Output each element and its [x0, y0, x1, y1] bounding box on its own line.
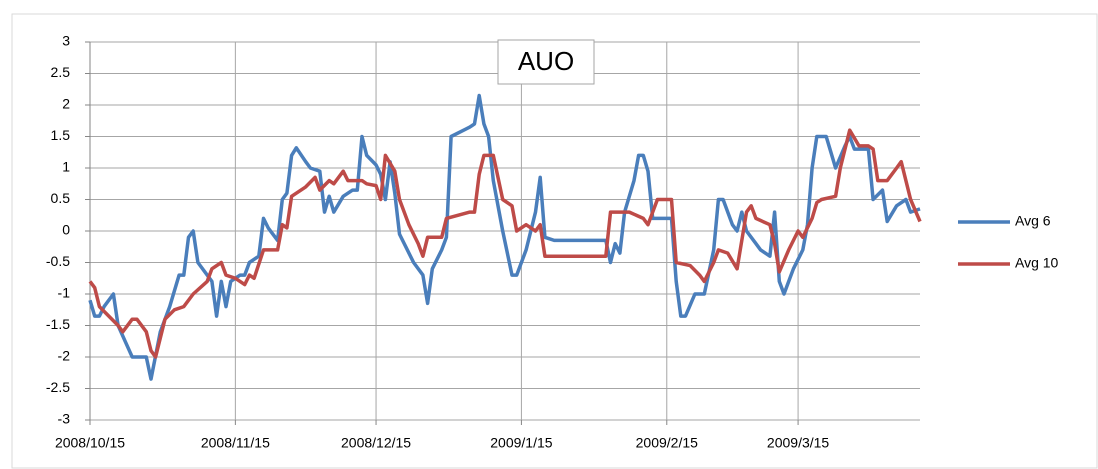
x-tick-label: 2009/1/15 [490, 435, 552, 451]
y-tick-label: -1.5 [46, 316, 70, 332]
chart-title: AUO [518, 46, 574, 76]
y-tick-label: 2.5 [51, 64, 71, 80]
series-line [88, 128, 922, 359]
y-tick-label: -1 [58, 285, 71, 301]
y-tick-label: -2.5 [46, 379, 70, 395]
y-tick-label: 2 [62, 96, 70, 112]
y-tick-label: 1 [62, 159, 70, 175]
x-tick-label: 2008/12/15 [341, 435, 411, 451]
y-tick-label: 1.5 [51, 127, 71, 143]
x-tick-label: 2009/3/15 [767, 435, 829, 451]
y-tick-label: 3 [62, 33, 70, 49]
x-tick-label: 2008/10/15 [55, 435, 125, 451]
y-tick-label: -3 [58, 411, 71, 427]
y-tick-label: -2 [58, 348, 71, 364]
y-tick-label: 0.5 [51, 190, 71, 206]
x-tick-label: 2009/2/15 [636, 435, 698, 451]
title-box [497, 39, 595, 85]
y-tick-label: 0 [62, 222, 70, 238]
y-tick-label: -0.5 [46, 253, 70, 269]
legend-label: Avg 6 [1015, 213, 1051, 229]
x-tick-label: 2008/11/15 [201, 435, 270, 451]
legend-label: Avg 10 [1015, 255, 1059, 271]
